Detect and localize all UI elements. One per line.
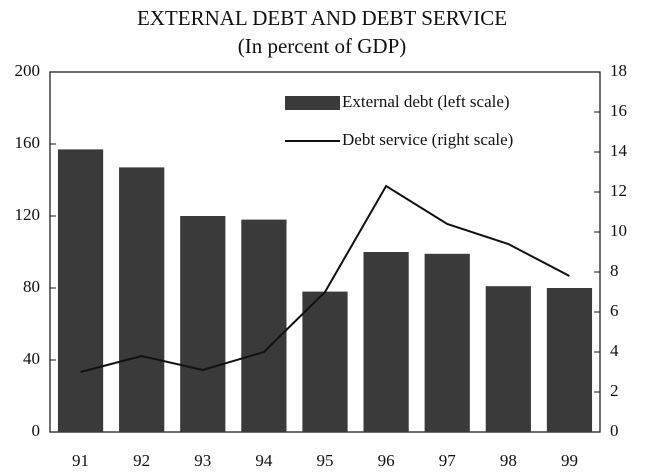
y2-tick-label: 8 xyxy=(610,261,619,280)
legend-swatch xyxy=(285,96,340,110)
y-tick-label: 160 xyxy=(15,133,41,152)
chart-subtitle: (In percent of GDP) xyxy=(238,34,407,58)
y2-tick-label: 18 xyxy=(610,61,627,80)
y2-tick-label: 2 xyxy=(610,381,619,400)
y2-tick-label: 16 xyxy=(610,101,627,120)
y2-tick-label: 10 xyxy=(610,221,627,240)
legend-label: External debt (left scale) xyxy=(342,92,510,111)
bar xyxy=(241,219,287,432)
bar xyxy=(302,291,348,432)
y2-tick-label: 4 xyxy=(610,341,619,360)
bar xyxy=(363,252,409,432)
y-tick-label: 200 xyxy=(15,61,41,80)
y2-tick-label: 12 xyxy=(610,181,627,200)
legend-label: Debt service (right scale) xyxy=(342,130,513,149)
bar xyxy=(57,149,104,432)
y2-tick-label: 14 xyxy=(610,141,628,160)
x-tick-label: 95 xyxy=(317,451,334,470)
line xyxy=(80,184,570,373)
y-tick-label: 0 xyxy=(32,421,41,440)
y2-tick-label: 0 xyxy=(610,421,619,440)
y-tick-label: 40 xyxy=(23,349,40,368)
bar xyxy=(180,216,226,432)
x-tick-label: 98 xyxy=(500,451,517,470)
x-tick-label: 99 xyxy=(561,451,578,470)
y-tick-label: 120 xyxy=(15,205,41,224)
x-tick-label: 91 xyxy=(72,451,89,470)
bar xyxy=(485,286,531,432)
x-tick-label: 93 xyxy=(194,451,211,470)
y2-tick-label: 6 xyxy=(610,301,619,320)
bar xyxy=(424,253,470,432)
x-tick-label: 96 xyxy=(378,451,395,470)
y-tick-label: 80 xyxy=(23,277,40,296)
chart-title: EXTERNAL DEBT AND DEBT SERVICE xyxy=(137,6,507,30)
x-tick-label: 97 xyxy=(439,451,457,470)
bar xyxy=(546,288,593,432)
x-tick-label: 92 xyxy=(133,451,150,470)
bar xyxy=(119,167,165,432)
x-tick-label: 94 xyxy=(255,451,273,470)
